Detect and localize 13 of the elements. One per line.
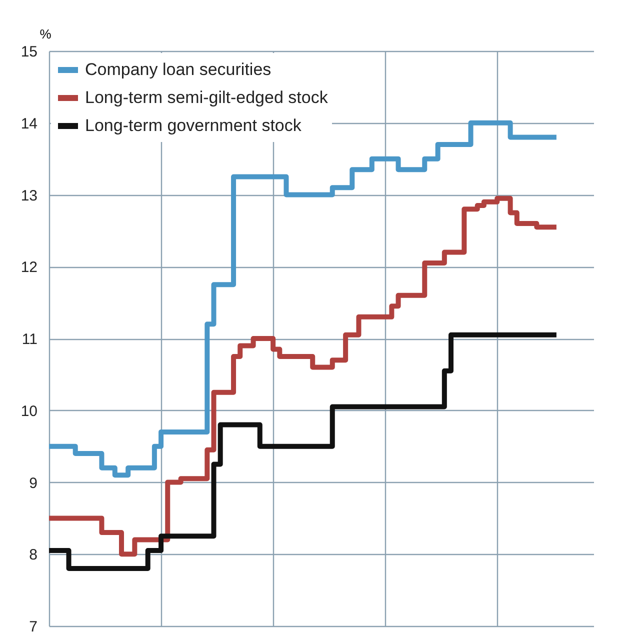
y-tick-label: 8	[29, 546, 38, 564]
y-tick-label: 14	[20, 115, 38, 132]
y-tick-label: 12	[20, 259, 38, 276]
y-tick-label: 7	[29, 618, 38, 636]
legend-label: Long-term semi-gilt-edged stock	[85, 88, 328, 107]
legend-label: Company loan securities	[85, 60, 272, 79]
y-tick-label: 13	[20, 187, 38, 204]
y-tick-label: 11	[22, 331, 38, 348]
y-tick-label: 10	[20, 402, 38, 420]
y-tick-label: 9	[29, 474, 38, 492]
legend-label: Long-term government stock	[85, 116, 302, 135]
y-axis-title: %	[40, 26, 52, 42]
y-tick-label: 15	[20, 44, 38, 60]
